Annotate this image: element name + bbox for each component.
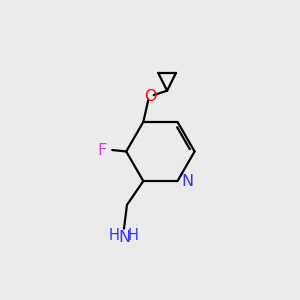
- Text: N: N: [118, 230, 130, 245]
- Text: H: H: [128, 228, 139, 243]
- Text: N: N: [181, 174, 193, 189]
- Text: F: F: [98, 142, 107, 158]
- Text: H: H: [109, 228, 120, 243]
- Text: O: O: [145, 89, 157, 104]
